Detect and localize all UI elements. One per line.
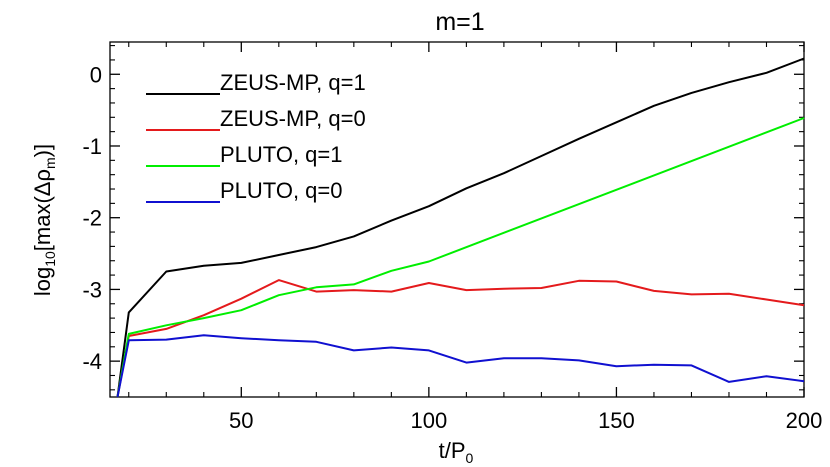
y-axis-label-close: )] xyxy=(30,144,55,157)
legend-label: ZEUS-MP, q=0 xyxy=(220,106,366,131)
y-tick-label: 0 xyxy=(90,62,102,87)
y-axis-label: log10[max(Δρm)] xyxy=(30,144,58,296)
series-lines xyxy=(116,57,805,398)
chart-title: m=1 xyxy=(435,8,484,36)
y-axis-label-subscript-10: 10 xyxy=(42,251,58,267)
y-axis-label-subscript-m: m xyxy=(42,157,58,169)
y-axis-label-log: log xyxy=(30,267,55,296)
series-line xyxy=(116,334,805,398)
y-tick-label: -3 xyxy=(82,277,102,302)
x-axis-label-main: t/P xyxy=(439,438,466,463)
y-tick-label: -2 xyxy=(82,206,102,231)
series-line xyxy=(116,57,805,398)
y-tick-label: -4 xyxy=(82,349,102,374)
series-line xyxy=(116,117,805,398)
legend: ZEUS-MP, q=1 ZEUS-MP, q=0 PLUTO, q=1 PLUTO,… xyxy=(146,70,366,203)
x-tick-label: 150 xyxy=(598,408,635,433)
axis-ticks: 50 100 150 200 0 -1 -2 -3 -4 xyxy=(82,42,822,433)
legend-label: ZEUS-MP, q=1 xyxy=(220,70,366,95)
y-axis-label-max: [max(Δρ xyxy=(30,169,55,251)
x-tick-label: 100 xyxy=(411,408,448,433)
series-line xyxy=(116,279,805,398)
y-tick-label: -1 xyxy=(82,134,102,159)
legend-label: PLUTO, q=1 xyxy=(220,142,343,167)
x-tick-label: 50 xyxy=(229,408,253,433)
plot-frame xyxy=(109,41,805,398)
x-tick-label: 200 xyxy=(786,408,823,433)
x-axis-label: t/P0 xyxy=(439,438,474,466)
legend-label: PLUTO, q=0 xyxy=(220,178,343,203)
x-axis-label-subscript: 0 xyxy=(466,450,474,466)
